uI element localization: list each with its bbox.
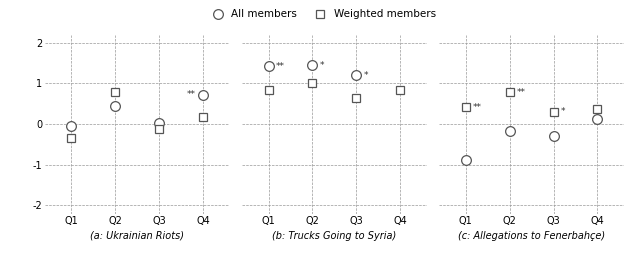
Text: **: ** bbox=[275, 62, 284, 71]
Text: **: ** bbox=[473, 103, 482, 112]
Text: **: ** bbox=[187, 91, 196, 99]
Legend: All members, Weighted members: All members, Weighted members bbox=[203, 5, 440, 23]
Text: *: * bbox=[363, 71, 368, 80]
X-axis label: (a: Ukrainian Riots): (a: Ukrainian Riots) bbox=[90, 230, 184, 241]
X-axis label: (b: Trucks Going to Syria): (b: Trucks Going to Syria) bbox=[272, 230, 397, 241]
Text: *: * bbox=[320, 61, 324, 70]
X-axis label: (c: Allegations to Fenerbahçe): (c: Allegations to Fenerbahçe) bbox=[458, 230, 605, 241]
Text: **: ** bbox=[516, 88, 525, 97]
Text: *: * bbox=[561, 107, 565, 116]
